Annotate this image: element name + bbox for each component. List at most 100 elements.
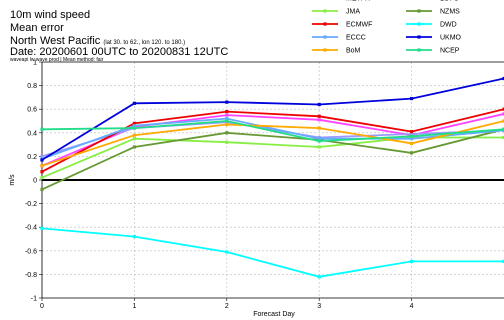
series-line-ukmo bbox=[41, 77, 504, 161]
legend-label: UKMO bbox=[440, 35, 462, 42]
data-point-jma bbox=[317, 145, 321, 149]
legend-label: ECCC bbox=[346, 35, 366, 42]
data-point-dwd bbox=[410, 259, 414, 264]
legend-entry-ecmwf: ECMWF bbox=[312, 22, 372, 29]
data-point-bom bbox=[410, 141, 414, 146]
data-point-metfr bbox=[502, 112, 504, 116]
data-point-jma bbox=[132, 137, 136, 141]
data-point-ncep bbox=[317, 139, 321, 143]
y-tick-label: -1 bbox=[31, 296, 37, 303]
y-tick-label: 0.4 bbox=[27, 130, 37, 137]
data-point-ukmo bbox=[317, 102, 321, 107]
legend-entry-lops: LOPS bbox=[440, 0, 459, 3]
data-point-metfr bbox=[317, 118, 321, 122]
data-point-jma bbox=[502, 135, 504, 140]
legend-marker bbox=[417, 22, 421, 26]
data-point-dwd bbox=[225, 250, 229, 254]
legend-entry-eccc: ECCC bbox=[312, 35, 366, 42]
x-axis-label: Forecast Day bbox=[253, 311, 295, 318]
legend-marker bbox=[323, 9, 327, 13]
data-point-ncep bbox=[225, 119, 229, 123]
data-point-nzms bbox=[410, 151, 414, 155]
data-point-lops bbox=[40, 154, 44, 158]
data-point-ecmwf bbox=[502, 107, 504, 111]
data-point-bom bbox=[40, 164, 44, 168]
legend-entry-dwd: DWD bbox=[406, 22, 457, 29]
series-line-ecmwf bbox=[41, 108, 504, 173]
legend-marker bbox=[323, 22, 327, 26]
data-point-bom bbox=[225, 122, 229, 127]
series-line-lops bbox=[41, 121, 504, 158]
legend-label: NCEP bbox=[440, 48, 460, 55]
x-tick-label: 1 bbox=[132, 303, 136, 310]
data-point-ecmwf bbox=[225, 109, 229, 114]
data-point-ukmo bbox=[410, 96, 414, 101]
data-point-dwd bbox=[502, 259, 504, 264]
legend-label: JMA bbox=[346, 9, 360, 16]
data-point-ukmo bbox=[40, 158, 44, 162]
data-point-nzms bbox=[132, 145, 136, 149]
chart-title-statistic: Mean error bbox=[10, 22, 64, 34]
y-tick-label: 0.6 bbox=[27, 107, 37, 114]
y-axis-label: m/s bbox=[9, 174, 16, 186]
data-point-eccc bbox=[410, 137, 414, 141]
x-tick-label: 3 bbox=[317, 303, 321, 310]
region-name: North West Pacific bbox=[10, 35, 101, 47]
data-point-ncep bbox=[132, 126, 136, 130]
region-bounds: (lat 30. to 62., lon 120. to 180.) bbox=[103, 40, 186, 46]
data-point-dwd bbox=[317, 275, 321, 279]
data-point-ncep bbox=[502, 127, 504, 131]
x-tick-label: 4 bbox=[410, 303, 414, 310]
legend-marker bbox=[323, 48, 327, 52]
data-point-nzms bbox=[40, 187, 44, 192]
data-point-dwd bbox=[132, 235, 136, 239]
data-point-eccc bbox=[132, 124, 136, 128]
y-tick-label: 0 bbox=[33, 178, 37, 185]
data-point-ncep bbox=[410, 134, 414, 138]
data-point-ncep bbox=[40, 127, 44, 131]
legend-marker bbox=[323, 35, 327, 39]
series-line-nzms bbox=[41, 128, 504, 191]
legend-entry-ukmo: UKMO bbox=[406, 35, 462, 42]
series-line-eccc bbox=[41, 117, 504, 160]
legend-entry-metfr: METFR bbox=[346, 0, 370, 3]
data-point-ecmwf bbox=[132, 121, 136, 125]
axes: -1 -0.8 -0.6 -0.4 -0.2 0 0.2 0.4 0.6 0.8 1 0 1 2 3 4 bbox=[25, 60, 504, 310]
y-tick-label: -0.2 bbox=[25, 201, 37, 208]
legend-label: NZMS bbox=[440, 9, 460, 16]
data-point-nzms bbox=[225, 131, 229, 135]
data-point-dwd bbox=[40, 226, 44, 230]
data-point-bom bbox=[132, 133, 136, 137]
chart-title-date-range: Date: 20200601 00UTC to 20200831 12UTC bbox=[10, 46, 229, 58]
data-point-jma bbox=[40, 176, 44, 180]
legend-label: DWD bbox=[440, 22, 457, 29]
chart-title-method: waveapi lw wave prod | Mean method: fair bbox=[10, 57, 104, 63]
series-lines bbox=[40, 76, 504, 279]
series-line-bom bbox=[41, 120, 504, 167]
y-tick-label: 0.8 bbox=[27, 83, 37, 90]
legend-entry-ncep: NCEP bbox=[406, 48, 460, 55]
legend: METFR LOPS JMA NZMS ECMWF DWD ECCC UKMO BoM NCEP bbox=[312, 0, 462, 55]
legend-entry-jma: JMA bbox=[312, 9, 360, 16]
series-line-dwd bbox=[41, 227, 504, 278]
data-point-ukmo bbox=[225, 100, 229, 104]
y-tick-label: -0.6 bbox=[25, 248, 37, 255]
data-point-ecmwf bbox=[410, 130, 414, 134]
data-point-eccc bbox=[225, 117, 229, 121]
legend-label: LOPS bbox=[440, 0, 459, 3]
x-tick-label: 0 bbox=[40, 303, 44, 310]
chart-title-variable: 10m wind speed bbox=[10, 9, 91, 21]
legend-label: BoM bbox=[346, 48, 361, 55]
data-point-eccc bbox=[317, 137, 321, 141]
legend-entry-bom: BoM bbox=[312, 48, 361, 55]
legend-marker bbox=[417, 35, 421, 39]
legend-label: ECMWF bbox=[346, 22, 372, 29]
chart-title-region: North West Pacific (lat 30. to 62., lon … bbox=[10, 35, 185, 47]
data-point-ecmwf bbox=[317, 114, 321, 118]
legend-marker bbox=[417, 48, 421, 52]
data-point-ukmo bbox=[132, 101, 136, 105]
data-point-lops bbox=[410, 132, 414, 136]
legend-label: METFR bbox=[346, 0, 370, 3]
data-point-bom bbox=[317, 126, 321, 130]
